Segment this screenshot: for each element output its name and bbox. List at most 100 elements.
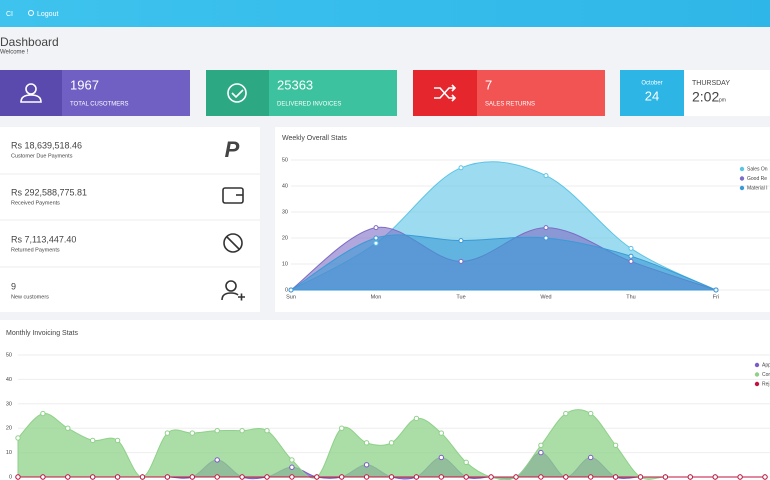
data-point	[488, 474, 494, 480]
legend-label: Rej	[762, 381, 770, 387]
data-point	[264, 474, 270, 480]
data-point	[762, 474, 768, 480]
user-link[interactable]: CI	[6, 11, 13, 18]
data-point	[612, 474, 619, 480]
data-point	[373, 235, 379, 241]
data-point	[588, 454, 594, 461]
legend-swatch	[754, 381, 760, 387]
payment-label: Received Payments	[11, 200, 60, 206]
data-point	[114, 437, 121, 444]
payment-value: Rs 292,588,775.81	[11, 187, 87, 197]
data-point	[288, 287, 294, 293]
y-tick-label: 30	[6, 401, 12, 407]
data-point	[713, 287, 719, 293]
legend-swatch	[739, 166, 745, 172]
data-point	[637, 474, 644, 480]
data-point	[214, 457, 220, 463]
date-day: 24	[645, 88, 659, 103]
customers-icon	[20, 83, 42, 103]
x-tick-label: Fri	[713, 294, 719, 300]
x-tick-label: Wed	[540, 294, 551, 300]
y-tick-label: 0	[9, 474, 12, 480]
x-tick-label: Sun	[286, 294, 296, 300]
data-point	[543, 173, 549, 179]
legend-swatch	[739, 176, 745, 181]
card-value: 7	[485, 77, 492, 92]
data-point	[458, 165, 464, 171]
data-point	[588, 410, 594, 417]
data-point	[15, 435, 21, 441]
data-point	[628, 245, 634, 251]
data-point	[458, 238, 464, 244]
data-point	[289, 474, 295, 480]
y-tick-label: 50	[6, 352, 12, 358]
data-point	[388, 440, 395, 446]
data-point	[388, 474, 395, 480]
data-point	[712, 474, 718, 480]
check-icon	[227, 83, 247, 103]
data-point	[543, 235, 549, 241]
data-point	[563, 474, 569, 480]
data-point	[628, 258, 634, 264]
data-point	[737, 474, 743, 480]
legend-label: Good Re	[747, 176, 767, 182]
data-point	[40, 474, 46, 480]
data-point	[114, 474, 121, 480]
y-tick-label: 0	[285, 287, 288, 293]
data-point	[289, 464, 295, 470]
x-tick-label: Tue	[456, 294, 465, 300]
data-point	[289, 457, 295, 463]
time-box	[684, 70, 770, 116]
legend-swatch	[739, 185, 745, 191]
data-point	[538, 442, 544, 448]
ampm: pm	[719, 97, 726, 103]
time: 2:02	[692, 89, 719, 105]
card-label: SALES RETURNS	[485, 102, 535, 108]
data-point	[438, 474, 444, 480]
legend-label: Sales On	[747, 166, 768, 172]
data-point	[363, 474, 370, 480]
y-tick-label: 40	[6, 377, 12, 383]
data-point	[413, 415, 420, 422]
data-point	[363, 440, 370, 446]
payment-value: Rs 18,639,518.46	[11, 140, 82, 150]
data-point	[588, 474, 594, 480]
data-point	[15, 474, 21, 480]
data-point	[463, 474, 469, 480]
card-value: 1967	[70, 77, 99, 92]
series-area	[289, 234, 717, 291]
data-point	[90, 474, 96, 480]
y-tick-label: 10	[6, 450, 12, 456]
logout-icon[interactable]	[28, 10, 34, 16]
data-point	[239, 427, 245, 434]
y-tick-label: 30	[282, 209, 288, 215]
x-tick-label: Thu	[626, 294, 635, 300]
data-point	[543, 225, 549, 231]
logout-link[interactable]: Logout	[37, 11, 58, 18]
data-point	[413, 474, 420, 480]
data-point	[339, 474, 345, 480]
data-point	[538, 474, 544, 480]
data-point	[662, 474, 669, 480]
x-tick-label: Mon	[371, 294, 382, 300]
legend-swatch	[754, 372, 760, 377]
data-point	[214, 427, 220, 434]
weekday: THURSDAY	[692, 80, 730, 87]
date-month: October	[641, 81, 662, 87]
data-point	[538, 449, 544, 456]
data-point	[164, 474, 171, 480]
shuffle-icon	[434, 84, 457, 102]
data-point	[189, 430, 196, 436]
card-icon-box	[0, 70, 62, 116]
data-point	[463, 459, 469, 466]
page-title: Dashboard	[0, 35, 59, 49]
legend-label: App	[762, 362, 770, 368]
data-point	[189, 474, 196, 480]
data-point	[438, 454, 444, 461]
paypal-icon: P	[225, 137, 240, 162]
data-point	[628, 253, 634, 259]
data-point	[314, 474, 320, 480]
y-tick-label: 20	[6, 426, 12, 432]
